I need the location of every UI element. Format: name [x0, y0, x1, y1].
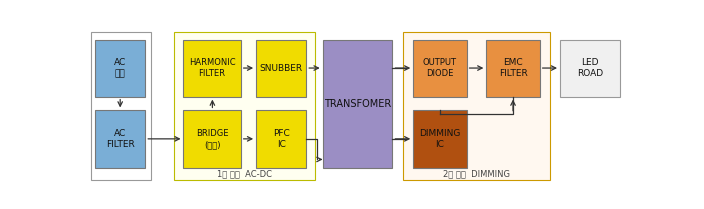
Text: 2차 회로  DIMMING: 2차 회로 DIMMING [443, 169, 510, 178]
Bar [403, 32, 550, 180]
Text: 1차 회로  AC-DC: 1차 회로 AC-DC [217, 169, 272, 178]
Text: TRANSFOMER: TRANSFOMER [324, 98, 391, 108]
Text: PFC
IC: PFC IC [272, 129, 289, 149]
Bar [560, 40, 620, 97]
Bar [413, 40, 467, 97]
Bar [91, 32, 151, 180]
Bar [256, 40, 306, 97]
Text: SNUBBER: SNUBBER [260, 64, 303, 73]
Text: OUTPUT
DIODE: OUTPUT DIODE [423, 58, 457, 78]
Text: EMC
FILTER: EMC FILTER [498, 58, 527, 78]
Bar [95, 110, 145, 167]
Bar [486, 40, 540, 97]
Text: HARMONIC
FILTER: HARMONIC FILTER [189, 58, 235, 78]
Bar [184, 110, 241, 167]
Bar [184, 40, 241, 97]
Bar [322, 40, 392, 167]
Text: LED
ROAD: LED ROAD [577, 58, 603, 78]
Text: AC
입력: AC 입력 [114, 58, 126, 78]
Bar [95, 40, 145, 97]
Bar [413, 110, 467, 167]
Bar [256, 110, 306, 167]
Text: BRIDGE
(정류): BRIDGE (정류) [196, 129, 228, 149]
Text: AC
FILTER: AC FILTER [106, 129, 134, 149]
Text: DIMMING
IC: DIMMING IC [419, 129, 460, 149]
Bar [174, 32, 315, 180]
